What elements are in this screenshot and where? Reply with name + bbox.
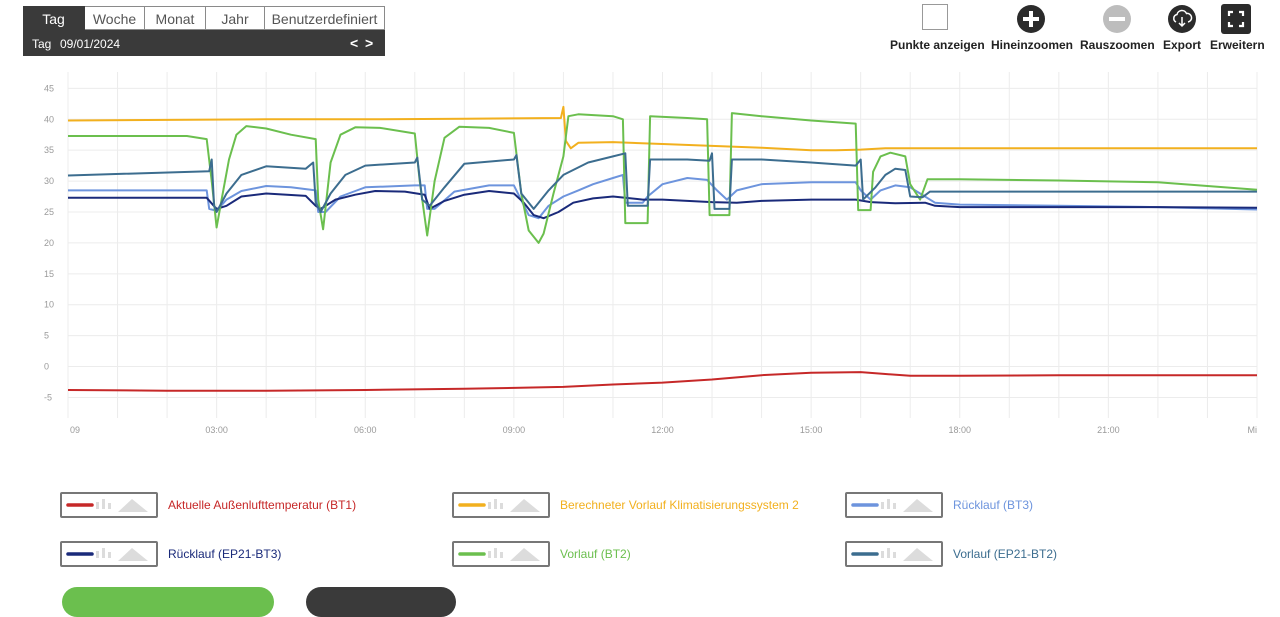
- legend-swatch-box[interactable]: [60, 492, 158, 518]
- tab-year[interactable]: Jahr: [206, 6, 265, 30]
- series-line-bt2: [68, 112, 1258, 244]
- x-tick-label: 18:00: [948, 425, 971, 435]
- y-tick-label: 35: [44, 145, 54, 155]
- x-tick-label: 15:00: [800, 425, 823, 435]
- zoom-out-button[interactable]: Rauszoomen: [1080, 4, 1155, 52]
- series-line-ep21bt2: [67, 152, 1257, 213]
- series-line-bt3: [68, 173, 1258, 220]
- y-tick-label: 0: [44, 362, 49, 372]
- legend-label: Aktuelle Außenlufttemperatur (BT1): [168, 498, 357, 512]
- series-swatch-icon: [458, 499, 540, 512]
- expand-button[interactable]: Erweitern: [1210, 4, 1265, 52]
- y-tick-label: -5: [44, 392, 52, 402]
- x-tick-label: 09:00: [503, 425, 526, 435]
- cloud-download-icon: [1168, 5, 1196, 33]
- y-tick-label: 15: [44, 269, 54, 279]
- next-day-button[interactable]: >: [365, 35, 374, 51]
- legend-swatch-box[interactable]: [452, 541, 550, 567]
- y-tick-label: 10: [44, 300, 54, 310]
- expand-label: Erweitern: [1210, 38, 1265, 52]
- legend-label: Rücklauf (EP21-BT3): [168, 547, 282, 561]
- x-tick-label: 21:00: [1097, 425, 1120, 435]
- bottom-secondary-button[interactable]: [306, 587, 456, 617]
- period-selector: Tag Woche Monat Jahr Benutzerdefiniert T…: [23, 6, 385, 56]
- minus-icon: [1103, 5, 1131, 33]
- zoom-in-label: Hineinzoomen: [991, 38, 1074, 52]
- date-prefix: Tag: [32, 37, 52, 51]
- legend-swatch-box[interactable]: [452, 492, 550, 518]
- series-swatch-icon: [66, 499, 148, 512]
- series-line-ep21bt3: [68, 190, 1258, 220]
- export-button[interactable]: Export: [1160, 4, 1204, 52]
- zoom-out-label: Rauszoomen: [1080, 38, 1155, 52]
- tab-custom[interactable]: Benutzerdefiniert: [265, 6, 385, 30]
- legend-swatch-box[interactable]: [845, 541, 943, 567]
- series-swatch-icon: [851, 548, 933, 561]
- legend-item-ep21bt3[interactable]: Rücklauf (EP21-BT3): [60, 541, 440, 567]
- series-line-bt1: [67, 371, 1257, 392]
- date-value: 09/01/2024: [60, 37, 121, 51]
- prev-day-button[interactable]: <: [350, 35, 359, 51]
- legend-label: Rücklauf (BT3): [953, 498, 1034, 512]
- legend-swatch-box[interactable]: [60, 541, 158, 567]
- export-label: Export: [1162, 38, 1201, 52]
- tab-week[interactable]: Woche: [85, 6, 145, 30]
- y-tick-label: 30: [44, 176, 54, 186]
- legend-item-calc[interactable]: Berechneter Vorlauf Klimatisierungssyste…: [452, 492, 832, 518]
- tab-month[interactable]: Monat: [145, 6, 206, 30]
- bottom-action-button[interactable]: [62, 587, 274, 617]
- y-tick-label: 25: [44, 207, 54, 217]
- legend-item-bt1[interactable]: Aktuelle Außenlufttemperatur (BT1): [60, 492, 440, 518]
- y-tick-label: 20: [44, 238, 54, 248]
- y-tick-label: 45: [44, 83, 54, 93]
- y-tick-label: 40: [44, 114, 54, 124]
- y-tick-label: 5: [44, 331, 49, 341]
- legend-item-bt2[interactable]: Vorlauf (BT2): [452, 541, 832, 567]
- show-points-label: Punkte anzeigen: [890, 38, 985, 52]
- series-swatch-icon: [458, 548, 540, 561]
- plus-icon: [1017, 5, 1045, 33]
- x-tick-label: Mi: [1248, 425, 1258, 435]
- date-row: Tag 09/01/2024 < >: [23, 30, 385, 56]
- series-line-calc: [67, 105, 1257, 152]
- legend-item-bt3[interactable]: Rücklauf (BT3): [845, 492, 1225, 518]
- legend-item-ep21bt2[interactable]: Vorlauf (EP21-BT2): [845, 541, 1225, 567]
- checkbox-icon: [922, 4, 948, 30]
- legend-label: Vorlauf (BT2): [560, 547, 631, 561]
- legend-label: Berechneter Vorlauf Klimatisierungssyste…: [560, 498, 799, 512]
- temperature-chart: 45 40 35 30 25 20 15 10 5 0 -5 09 03:00 06:00 09:00 12:…: [44, 72, 1258, 435]
- series-swatch-icon: [66, 548, 148, 561]
- x-tick-label: 12:00: [651, 425, 674, 435]
- show-points-toggle[interactable]: Punkte anzeigen: [890, 4, 985, 52]
- x-tick-label: 03:00: [205, 425, 228, 435]
- tab-day[interactable]: Tag: [23, 6, 85, 30]
- legend-label: Vorlauf (EP21-BT2): [953, 547, 1058, 561]
- series-swatch-icon: [851, 499, 933, 512]
- period-tabs: Tag Woche Monat Jahr Benutzerdefiniert: [23, 6, 385, 30]
- expand-icon: [1221, 4, 1251, 34]
- x-tick-label: 09: [70, 425, 80, 435]
- x-tick-label: 06:00: [354, 425, 377, 435]
- legend-swatch-box[interactable]: [845, 492, 943, 518]
- zoom-in-button[interactable]: Hineinzoomen: [991, 4, 1074, 52]
